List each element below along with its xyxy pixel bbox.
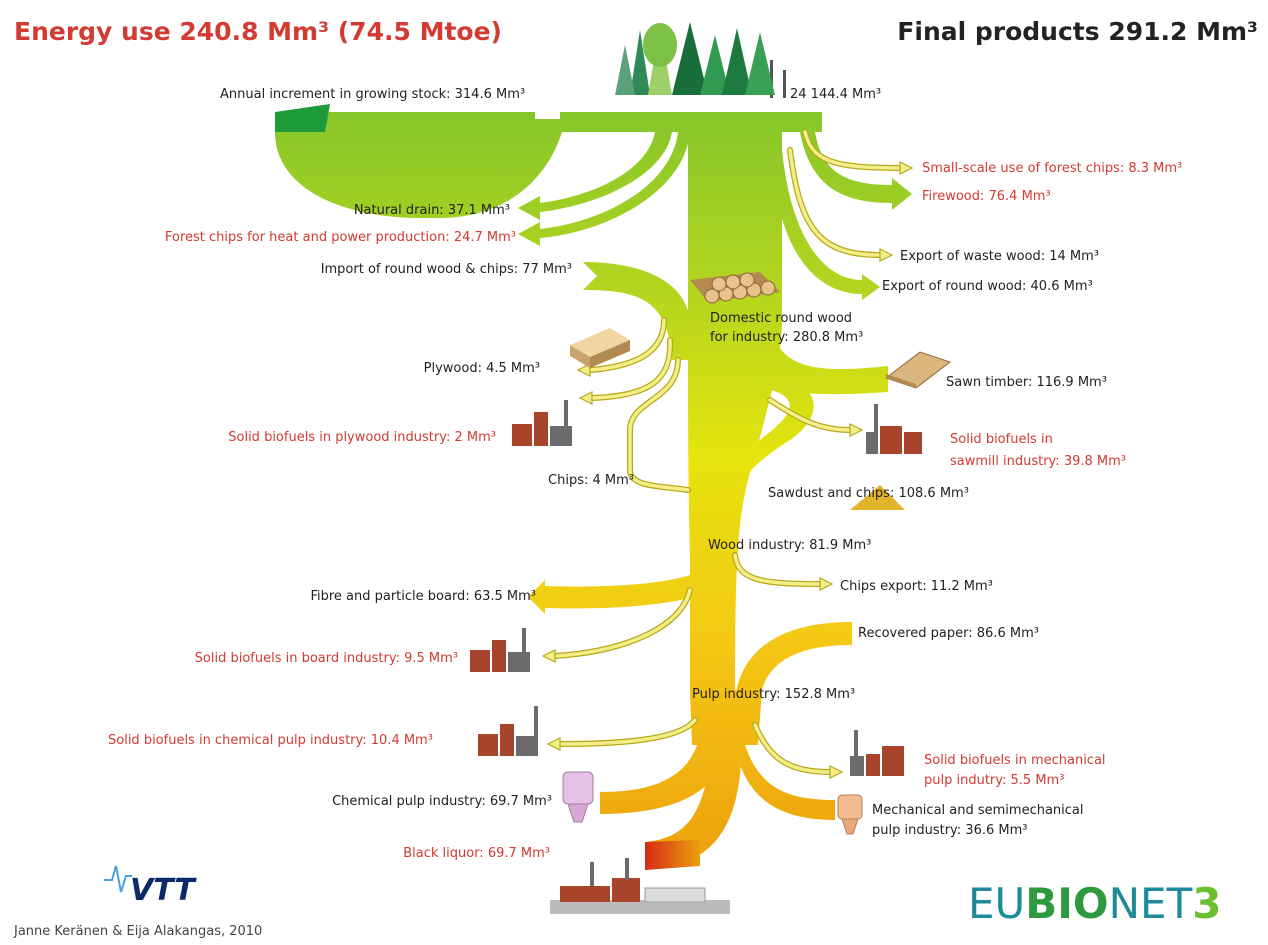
vtt-logo: VTT	[104, 865, 197, 908]
label-sawdust: Sawdust and chips: 108.6 Mm³	[768, 486, 969, 501]
logo-part: 3	[1192, 879, 1221, 928]
fibre-board-flow	[528, 575, 700, 614]
firewood-flow	[800, 132, 912, 210]
label-wood-industry: Wood industry: 81.9 Mm³	[708, 538, 871, 553]
forest-chips-flow	[518, 132, 690, 246]
label-export-round-wood: Export of round wood: 40.6 Mm³	[882, 279, 1093, 294]
label-biofuels-sawmill: Solid biofuels in sawmill industry: 39.8…	[950, 432, 1126, 469]
growing-stock-bar	[275, 112, 822, 132]
black-liquor-flow	[645, 745, 742, 870]
label-firewood: Firewood: 76.4 Mm³	[922, 189, 1051, 204]
sawdust-flow	[700, 372, 814, 548]
label-plywood: Plywood: 4.5 Mm³	[424, 361, 540, 376]
label-export-waste-wood: Export of waste wood: 14 Mm³	[900, 249, 1099, 264]
label-pulp-industry: Pulp industry: 152.8 Mm³	[692, 687, 855, 702]
label-line: pulp indutry: 5.5 Mm³	[924, 773, 1064, 788]
label-biofuels-chemical-pulp: Solid biofuels in chemical pulp industry…	[108, 733, 433, 748]
thin-arrows	[541, 129, 914, 779]
final-products-title: Final products 291.2 Mm³	[897, 17, 1258, 46]
natural-cycle-blob	[275, 132, 562, 218]
logo-part: BIO	[1025, 879, 1108, 928]
label-line: sawmill industry: 39.8 Mm³	[950, 454, 1126, 469]
chemical-pulp-flow	[600, 735, 730, 814]
recovered-paper-flow	[735, 622, 852, 700]
pulp-hub	[690, 690, 762, 745]
label-line: pulp industry: 36.6 Mm³	[872, 823, 1027, 838]
label-fibre-board: Fibre and particle board: 63.5 Mm³	[310, 589, 536, 604]
label-chemical-pulp: Chemical pulp industry: 69.7 Mm³	[332, 794, 552, 809]
factory-icons	[470, 400, 922, 914]
label-forest-chips: Forest chips for heat and power producti…	[165, 230, 516, 245]
label-import: Import of round wood & chips: 77 Mm³	[321, 262, 572, 277]
mechanical-pulp-flow	[735, 745, 835, 820]
label-line: Mechanical and semimechanical	[872, 803, 1084, 818]
natural-drain-flow	[518, 132, 672, 220]
trunk	[688, 132, 782, 700]
vtt-logo-text: VTT	[130, 873, 197, 908]
logo-part: NET	[1109, 879, 1193, 928]
cylinder-mechanical	[837, 794, 863, 835]
label-chips: Chips: 4 Mm³	[548, 473, 634, 488]
label-domestic-round-wood: Domestic round wood for industry: 280.8 …	[710, 311, 863, 345]
label-line: Domestic round wood	[710, 311, 852, 326]
label-black-liquor: Black liquor: 69.7 Mm³	[403, 846, 550, 861]
import-flow	[583, 262, 690, 360]
log-pile-icon	[690, 272, 780, 304]
label-annual-increment: Annual increment in growing stock: 314.6…	[220, 87, 525, 102]
label-biofuels-mechanical-pulp: Solid biofuels in mechanical pulp indutr…	[924, 753, 1110, 788]
increment-wedge	[275, 104, 330, 132]
energy-use-title: Energy use 240.8 Mm³ (74.5 Mtoe)	[14, 17, 502, 46]
black-liquor-end	[645, 840, 700, 870]
label-natural-drain: Natural drain: 37.1 Mm³	[354, 203, 510, 218]
label-chips-export: Chips export: 11.2 Mm³	[840, 579, 993, 594]
label-line: Solid biofuels in mechanical	[924, 753, 1106, 768]
cylinder-chemical	[562, 771, 594, 823]
eubionet-logo: EUBIONET3	[968, 879, 1221, 928]
label-sawn-timber: Sawn timber: 116.9 Mm³	[946, 375, 1107, 390]
label-growing-stock: 24 144.4 Mm³	[790, 87, 881, 102]
plywood-icon	[570, 328, 630, 368]
label-mechanical-pulp: Mechanical and semimechanical pulp indus…	[872, 803, 1088, 838]
sawdust-icon	[850, 485, 905, 510]
label-small-scale-chips: Small-scale use of forest chips: 8.3 Mm³	[922, 161, 1182, 176]
logo-part: EU	[968, 879, 1025, 928]
credit: Janne Keränen & Eija Alakangas, 2010	[13, 924, 262, 939]
sawn-timber-flow	[765, 340, 888, 395]
forest-icon	[615, 22, 786, 98]
label-recovered-paper: Recovered paper: 86.6 Mm³	[858, 626, 1039, 641]
label-line: for industry: 280.8 Mm³	[710, 330, 863, 345]
label-line: Solid biofuels in	[950, 432, 1053, 447]
label-biofuels-board: Solid biofuels in board industry: 9.5 Mm…	[195, 651, 458, 666]
label-biofuels-plywood: Solid biofuels in plywood industry: 2 Mm…	[228, 430, 496, 445]
sawn-timber-icon	[884, 351, 952, 389]
export-round-wood-flow	[775, 150, 880, 300]
